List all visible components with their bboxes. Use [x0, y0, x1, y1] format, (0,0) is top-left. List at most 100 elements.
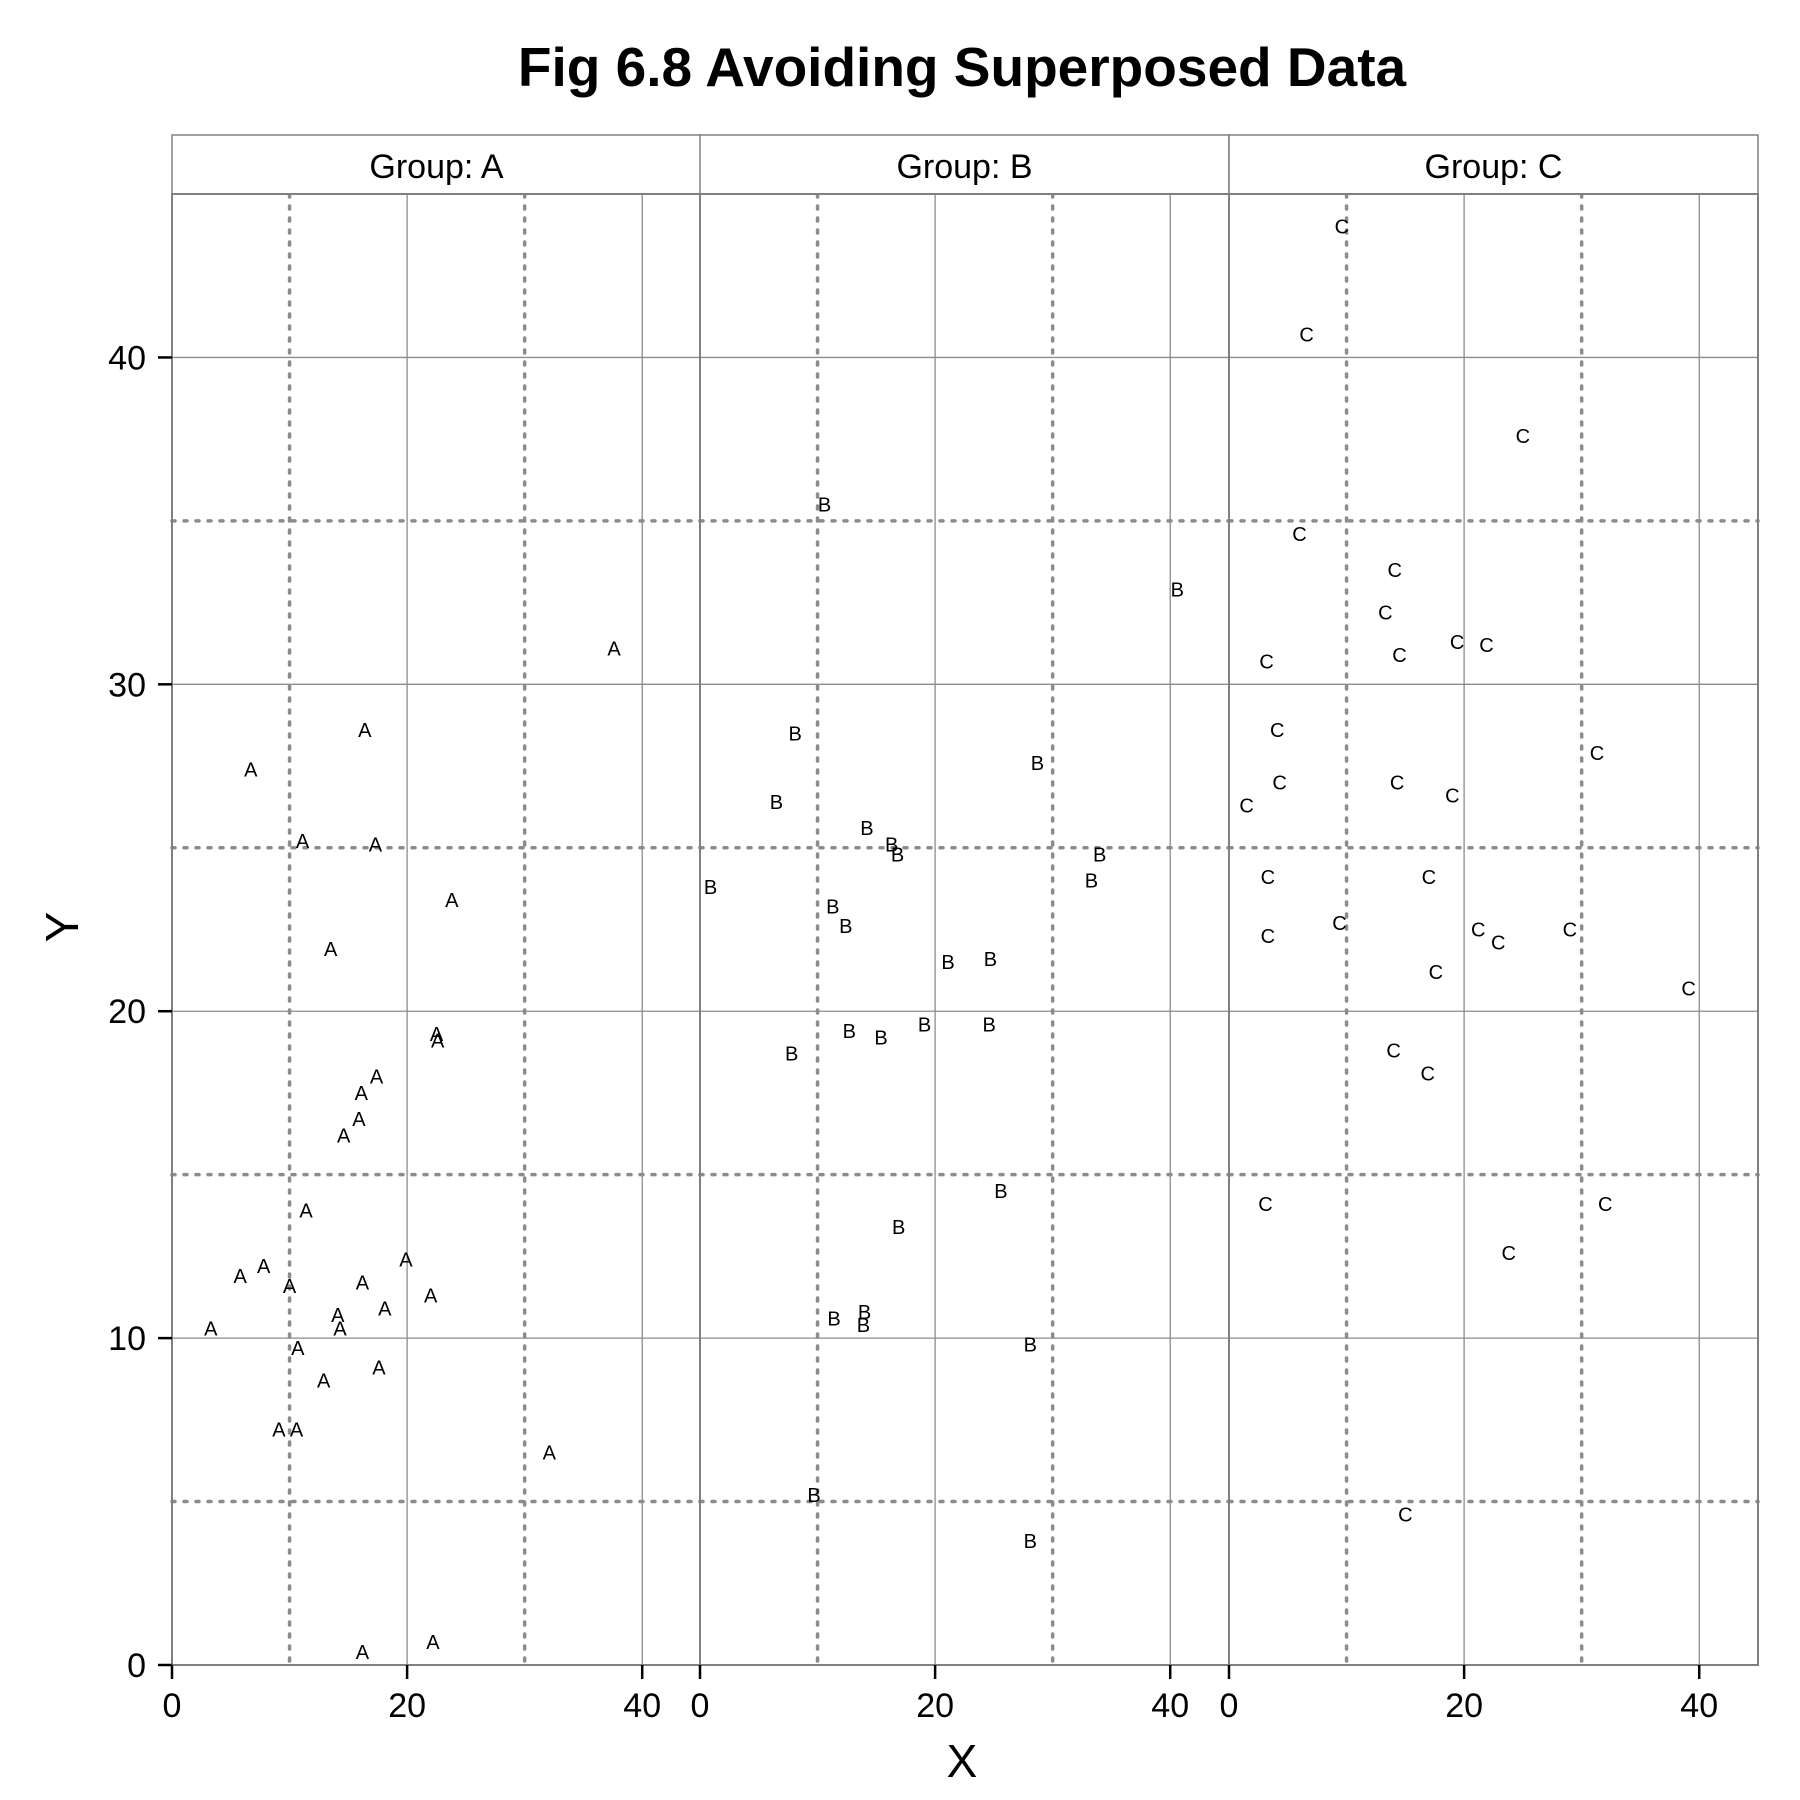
y-tick-label: 40 — [108, 339, 146, 377]
data-point: C — [1386, 1040, 1400, 1062]
data-point: C — [1392, 645, 1406, 667]
data-point: C — [1563, 920, 1577, 942]
data-point: B — [874, 1027, 887, 1049]
x-tick-label: 20 — [916, 1687, 954, 1725]
data-point: A — [299, 1201, 313, 1223]
data-point: A — [244, 759, 258, 781]
data-point: B — [983, 1014, 996, 1036]
data-point: A — [358, 720, 372, 742]
x-tick-label: 20 — [1445, 1687, 1483, 1725]
y-tick-label: 30 — [108, 666, 146, 704]
data-point: C — [1261, 867, 1275, 889]
data-point: A — [372, 1358, 386, 1380]
data-point: C — [1378, 602, 1392, 624]
data-point: A — [607, 638, 621, 660]
panel-border — [1228, 193, 1759, 1666]
data-point: C — [1390, 772, 1404, 794]
data-point: A — [370, 1067, 384, 1089]
data-point: C — [1292, 524, 1306, 546]
data-point: A — [424, 1286, 438, 1308]
data-point: C — [1598, 1194, 1612, 1216]
data-point: B — [918, 1014, 931, 1036]
x-tick-label: 0 — [163, 1687, 182, 1725]
data-point: B — [984, 949, 997, 971]
data-point: A — [369, 835, 383, 857]
strip-background — [171, 134, 702, 195]
data-point: C — [1270, 720, 1284, 742]
data-point: C — [1299, 325, 1313, 347]
data-point: A — [291, 1338, 305, 1360]
data-point: B — [892, 1217, 905, 1239]
data-point: C — [1429, 962, 1443, 984]
strip-background — [699, 134, 1230, 195]
data-point: A — [356, 1273, 370, 1295]
data-point: C — [1335, 217, 1349, 239]
data-point: B — [891, 844, 904, 866]
data-point: C — [1398, 1505, 1412, 1527]
data-point: A — [333, 1318, 347, 1340]
data-point: B — [826, 897, 839, 919]
data-point: A — [331, 1305, 345, 1327]
data-point: C — [1590, 743, 1604, 765]
data-point: C — [1388, 560, 1402, 582]
y-tick-label: 0 — [127, 1647, 146, 1685]
data-point: B — [994, 1181, 1007, 1203]
data-point: A — [399, 1250, 413, 1272]
data-point: A — [296, 831, 310, 853]
data-point: B — [843, 1021, 856, 1043]
data-point: B — [1024, 1335, 1037, 1357]
data-point: A — [324, 939, 338, 961]
chart-title: Fig 6.8 Avoiding Superposed Data — [518, 36, 1407, 98]
strip-label: Group: C — [1425, 148, 1563, 186]
data-point: C — [1450, 632, 1464, 654]
data-point: C — [1258, 1194, 1272, 1216]
x-tick-label: 0 — [691, 1687, 710, 1725]
data-point: C — [1422, 867, 1436, 889]
data-point: A — [204, 1318, 218, 1340]
data-point: A — [317, 1371, 331, 1393]
data-point: C — [1261, 926, 1275, 948]
data-point: C — [1272, 772, 1286, 794]
data-point: A — [272, 1420, 286, 1442]
data-point: C — [1471, 920, 1485, 942]
data-point: A — [352, 1109, 366, 1131]
data-point: B — [1093, 844, 1106, 866]
data-point: A — [426, 1632, 440, 1654]
data-point: B — [1031, 753, 1044, 775]
data-point: A — [283, 1276, 297, 1298]
data-point: A — [378, 1299, 392, 1321]
data-point: B — [858, 1302, 871, 1324]
data-point: B — [1085, 870, 1098, 892]
data-point: B — [885, 835, 898, 857]
panel-background — [171, 193, 702, 1666]
data-point: B — [789, 723, 802, 745]
data-point: B — [818, 495, 831, 517]
data-point: A — [430, 1024, 444, 1046]
data-point: C — [1681, 978, 1695, 1000]
data-point: B — [1024, 1531, 1037, 1553]
data-point: B — [860, 818, 873, 840]
data-point: B — [807, 1485, 820, 1507]
data-point: C — [1332, 913, 1346, 935]
data-point: C — [1259, 651, 1273, 673]
data-point: B — [770, 792, 783, 814]
data-point: A — [355, 1083, 369, 1105]
x-tick-label: 40 — [1151, 1687, 1189, 1725]
x-tick-label: 40 — [623, 1687, 661, 1725]
data-point: C — [1445, 785, 1459, 807]
data-point: A — [257, 1256, 271, 1278]
panel-background — [699, 193, 1230, 1666]
data-point: B — [785, 1044, 798, 1066]
data-point: C — [1491, 933, 1505, 955]
data-point: B — [839, 916, 852, 938]
data-point: A — [356, 1642, 370, 1664]
data-point: B — [941, 952, 954, 974]
panel-background — [1228, 193, 1759, 1666]
x-tick-label: 0 — [1220, 1687, 1239, 1725]
data-point: A — [543, 1443, 557, 1465]
data-point: A — [431, 1031, 445, 1053]
data-point: C — [1479, 635, 1493, 657]
data-point: A — [290, 1420, 304, 1442]
